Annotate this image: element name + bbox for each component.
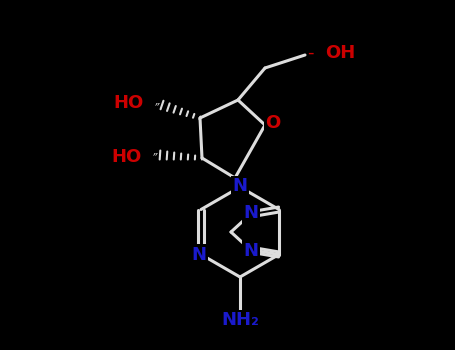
Text: OH: OH — [325, 44, 355, 62]
Text: HO: HO — [112, 148, 142, 166]
Text: N: N — [244, 241, 259, 260]
Text: O: O — [265, 114, 281, 132]
Text: N: N — [244, 204, 259, 222]
Text: NH₂: NH₂ — [221, 311, 259, 329]
Text: ″: ″ — [154, 101, 160, 115]
Text: ″: ″ — [152, 151, 157, 165]
Text: N: N — [233, 177, 248, 195]
Text: -: - — [307, 44, 313, 62]
Text: N: N — [192, 245, 207, 264]
Text: HO: HO — [114, 94, 144, 112]
